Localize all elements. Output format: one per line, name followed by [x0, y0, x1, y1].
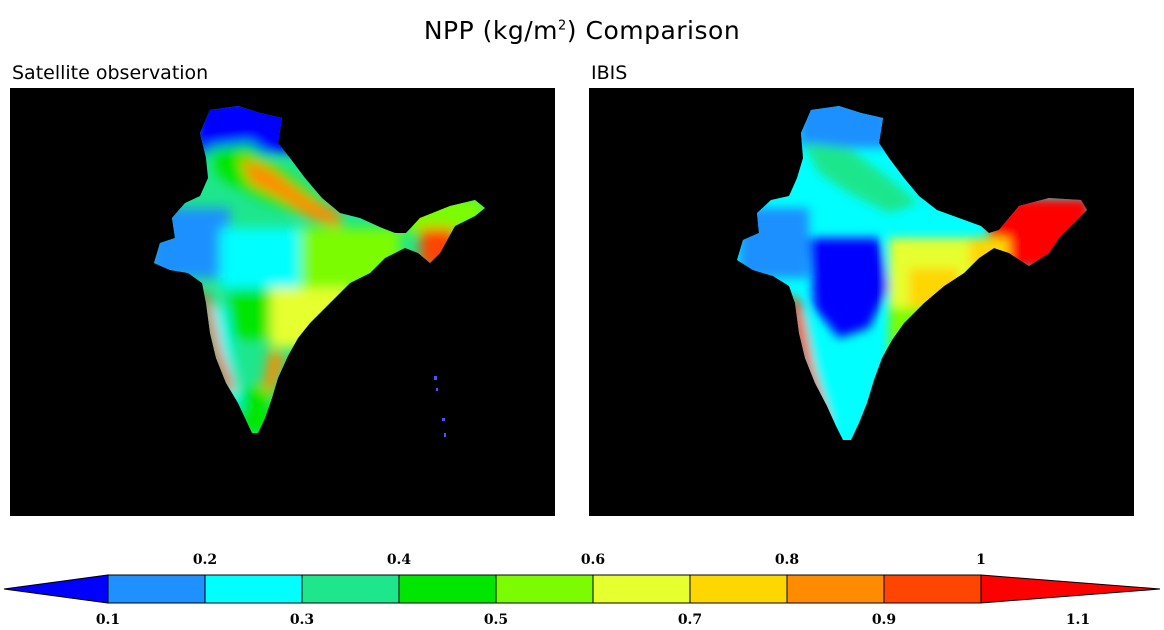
colorbar-tick-bottom: 1.1	[1065, 612, 1091, 628]
figure-title: NPP (kg/m2) Comparison	[423, 16, 741, 45]
colorbar-segment	[883, 574, 982, 604]
colorbar-segment	[495, 574, 594, 604]
colorbar-arrow-high	[980, 574, 1161, 604]
colorbar-segment	[689, 574, 788, 604]
colorbar-tick-top: 0.8	[774, 552, 800, 568]
ibis-map-panel	[589, 88, 1134, 516]
colorbar-segment	[107, 574, 206, 604]
colorbar-tick-bottom: 0.3	[289, 612, 315, 628]
colorbar	[3, 574, 1161, 604]
colorbar-tick-bottom: 0.7	[677, 612, 703, 628]
colorbar-arrow-low	[3, 574, 109, 604]
colorbar-tick-top: 1	[976, 552, 986, 568]
colorbar-segment	[204, 574, 303, 604]
satellite-panel-title: Satellite observation	[12, 62, 209, 84]
colorbar-tick-top: 0.2	[192, 552, 218, 568]
satellite-map-panel	[10, 88, 555, 516]
colorbar-tick-bottom: 0.5	[483, 612, 509, 628]
ibis-panel-title: IBIS	[591, 62, 628, 84]
colorbar-segment	[398, 574, 497, 604]
colorbar-tick-bottom: 0.9	[871, 612, 897, 628]
colorbar-tick-bottom: 0.1	[95, 612, 121, 628]
islands-markers	[434, 376, 446, 437]
colorbar-tick-top: 0.6	[580, 552, 606, 568]
colorbar-segment	[592, 574, 691, 604]
colorbar-tick-top: 0.4	[386, 552, 412, 568]
satellite-india-map	[154, 106, 485, 437]
ibis-india-map	[737, 106, 1087, 440]
colorbar-segment	[786, 574, 885, 604]
colorbar-segment	[301, 574, 400, 604]
